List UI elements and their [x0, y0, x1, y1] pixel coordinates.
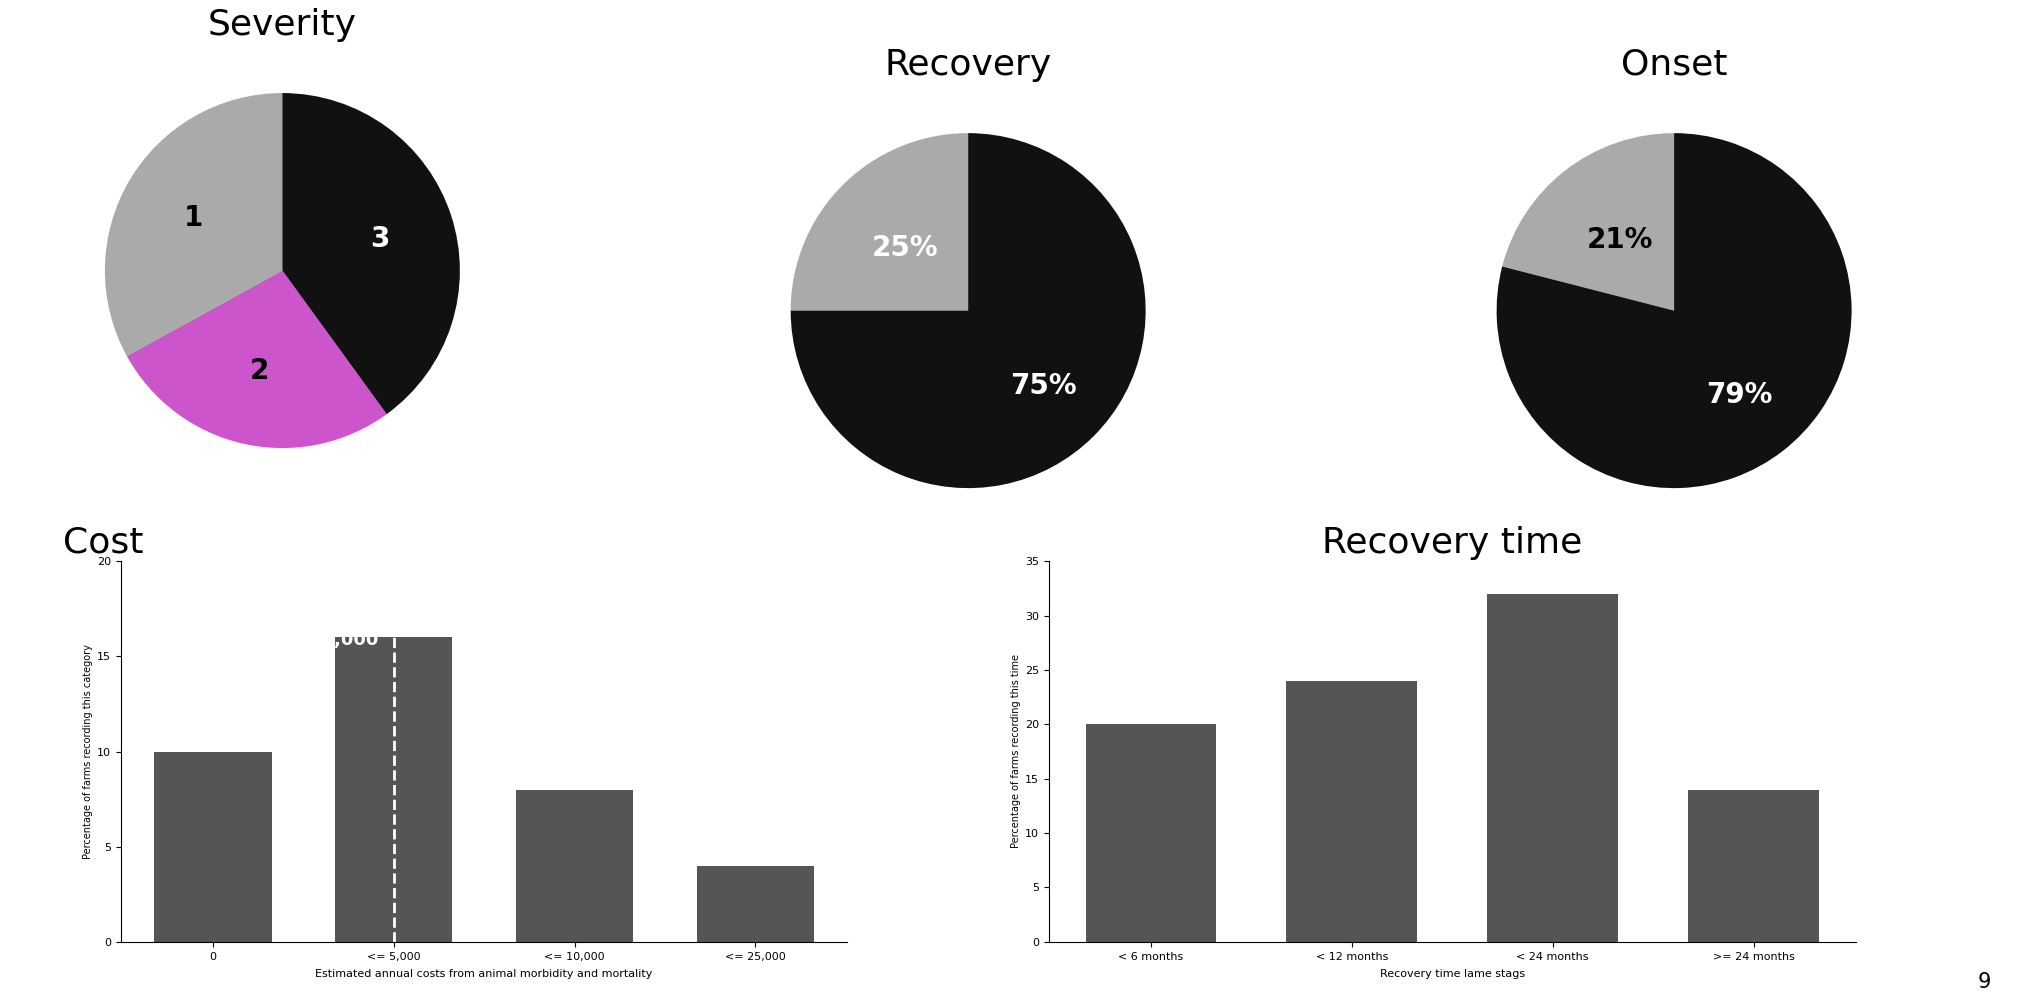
Text: median
$5,000: median $5,000	[305, 610, 379, 649]
Wedge shape	[1503, 133, 1674, 311]
Wedge shape	[1497, 133, 1852, 488]
Bar	[153, 752, 272, 942]
Text: 21%: 21%	[1587, 226, 1652, 255]
Bar	[335, 637, 452, 942]
Wedge shape	[791, 133, 968, 311]
Wedge shape	[282, 93, 460, 414]
X-axis label: Recovery time lame stags: Recovery time lame stags	[1380, 969, 1525, 979]
Text: 75%: 75%	[1011, 372, 1077, 400]
Text: 79%: 79%	[1706, 381, 1773, 409]
Y-axis label: Percentage of farms recording this category: Percentage of farms recording this categ…	[83, 644, 93, 859]
Text: 3: 3	[371, 224, 389, 253]
Wedge shape	[791, 133, 1146, 488]
Text: 2: 2	[250, 357, 270, 385]
Bar	[1287, 680, 1418, 942]
Bar	[516, 790, 633, 942]
Title: Severity: Severity	[208, 8, 357, 42]
Text: median
10 mnths: median 10 mnths	[1341, 610, 1436, 649]
Bar	[1688, 790, 1819, 942]
Bar	[696, 866, 815, 942]
Title: Recovery time: Recovery time	[1321, 526, 1583, 560]
Text: Cost: Cost	[63, 526, 143, 560]
Title: Recovery: Recovery	[885, 48, 1051, 82]
Text: 25%: 25%	[871, 233, 938, 262]
Bar	[1085, 724, 1216, 942]
Wedge shape	[105, 93, 282, 356]
Y-axis label: Percentage of farms recording this time: Percentage of farms recording this time	[1011, 654, 1021, 849]
Bar	[1487, 594, 1618, 942]
Text: 9: 9	[1977, 972, 1991, 992]
Wedge shape	[127, 271, 387, 448]
X-axis label: Estimated annual costs from animal morbidity and mortality: Estimated annual costs from animal morbi…	[315, 969, 654, 979]
Text: 1: 1	[184, 204, 204, 232]
Title: Onset: Onset	[1622, 48, 1727, 82]
